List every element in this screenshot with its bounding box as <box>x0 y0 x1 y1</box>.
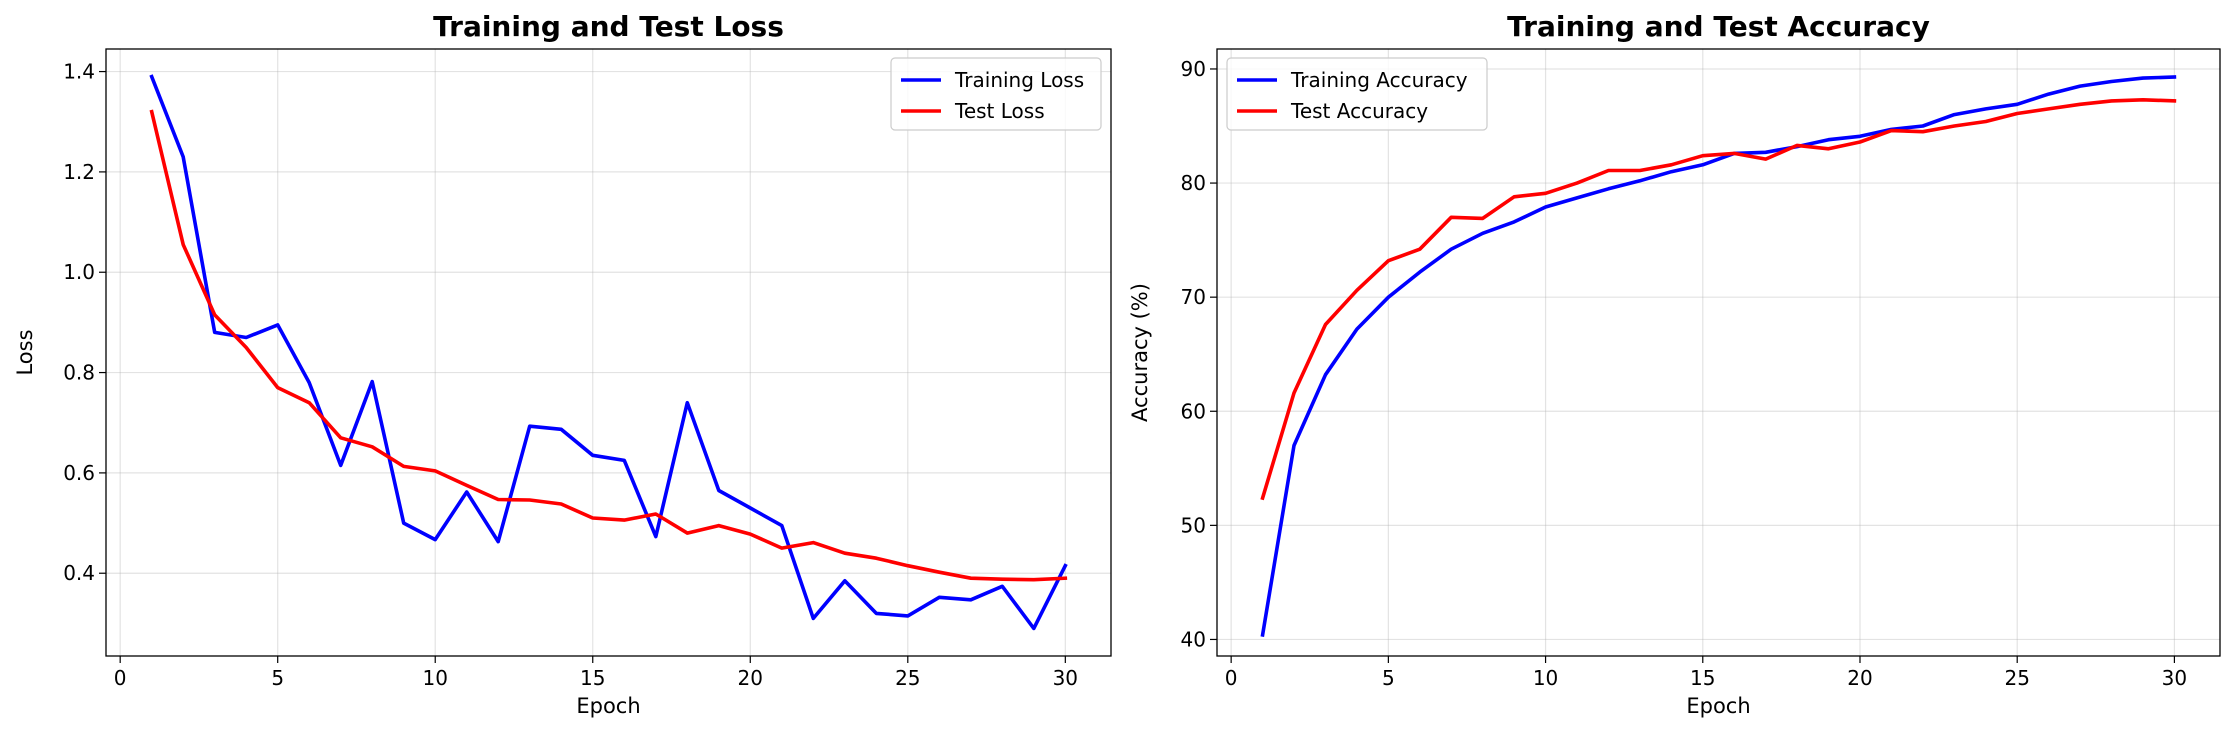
accuracy-y-ticks: 40 50 60 70 80 90 <box>1181 57 1217 651</box>
accuracy-y-tick-label: 80 <box>1181 171 1206 195</box>
accuracy-chart-title: Training and Test Accuracy <box>1507 10 1930 43</box>
accuracy-y-tick-label: 40 <box>1181 627 1206 651</box>
accuracy-lines <box>1260 75 2177 637</box>
accuracy-y-tick-label: 70 <box>1181 285 1206 309</box>
loss-x-tick-label: 20 <box>738 666 763 690</box>
loss-x-tick-label: 5 <box>271 666 284 690</box>
accuracy-x-axis-label: Epoch <box>1686 694 1750 718</box>
loss-legend: Training Loss Test Loss <box>890 57 1102 131</box>
loss-y-tick-label: 1.4 <box>63 60 95 84</box>
loss-chart-title: Training and Test Loss <box>433 10 784 43</box>
accuracy-y-axis-label: Accuracy (%) <box>1128 283 1152 422</box>
loss-series-test-line <box>149 109 1068 582</box>
loss-legend-box <box>890 57 1102 131</box>
accuracy-legend: Training Accuracy Test Accuracy <box>1226 57 1488 131</box>
loss-x-tick-label: 25 <box>895 666 920 690</box>
loss-y-tick-label: 1.0 <box>63 260 95 284</box>
loss-x-tick-label: 10 <box>422 666 447 690</box>
accuracy-legend-label: Test Accuracy <box>1290 99 1428 123</box>
loss-grid <box>106 49 1111 656</box>
accuracy-legend-box <box>1226 57 1488 131</box>
accuracy-series-training-line <box>1260 75 2177 637</box>
loss-series-training-line <box>149 74 1068 631</box>
accuracy-series-test-line <box>1260 98 2177 501</box>
loss-lines <box>149 74 1068 631</box>
accuracy-x-tick-label: 30 <box>2162 666 2187 690</box>
loss-y-tick-label: 0.4 <box>63 561 95 585</box>
loss-legend-label: Test Loss <box>954 99 1045 123</box>
loss-x-axis-label: Epoch <box>576 694 640 718</box>
accuracy-x-tick-label: 25 <box>2004 666 2029 690</box>
loss-y-tick-label: 1.2 <box>63 160 95 184</box>
accuracy-y-tick-label: 50 <box>1181 513 1206 537</box>
loss-plot-frame <box>105 48 1112 657</box>
accuracy-x-ticks: 0 5 10 15 20 25 30 <box>1225 656 2187 690</box>
accuracy-x-tick-label: 5 <box>1382 666 1395 690</box>
loss-y-tick-label: 0.6 <box>63 461 95 485</box>
accuracy-y-tick-label: 90 <box>1181 57 1206 81</box>
accuracy-x-tick-label: 0 <box>1225 666 1238 690</box>
accuracy-y-tick-label: 60 <box>1181 399 1206 423</box>
loss-chart: 0 5 10 15 20 25 30 0.4 0.6 0.8 1.0 1.2 1.4 Training… <box>13 10 1112 718</box>
accuracy-x-tick-label: 15 <box>1690 666 1715 690</box>
accuracy-chart: 0 5 10 15 20 25 30 40 50 60 70 80 90 Training and T… <box>1128 10 2221 718</box>
accuracy-plot-frame <box>1216 48 2221 657</box>
loss-x-tick-label: 30 <box>1053 666 1078 690</box>
accuracy-legend-label: Training Accuracy <box>1290 68 1468 92</box>
accuracy-x-tick-label: 20 <box>1847 666 1872 690</box>
loss-y-axis-label: Loss <box>13 329 37 375</box>
loss-x-tick-label: 15 <box>580 666 605 690</box>
loss-y-ticks: 0.4 0.6 0.8 1.0 1.2 1.4 <box>63 60 106 585</box>
accuracy-x-tick-label: 10 <box>1533 666 1558 690</box>
loss-y-tick-label: 0.8 <box>63 361 95 385</box>
accuracy-grid <box>1217 49 2220 656</box>
loss-x-tick-label: 0 <box>114 666 127 690</box>
loss-legend-label: Training Loss <box>954 68 1084 92</box>
loss-x-ticks: 0 5 10 15 20 25 30 <box>114 656 1078 690</box>
